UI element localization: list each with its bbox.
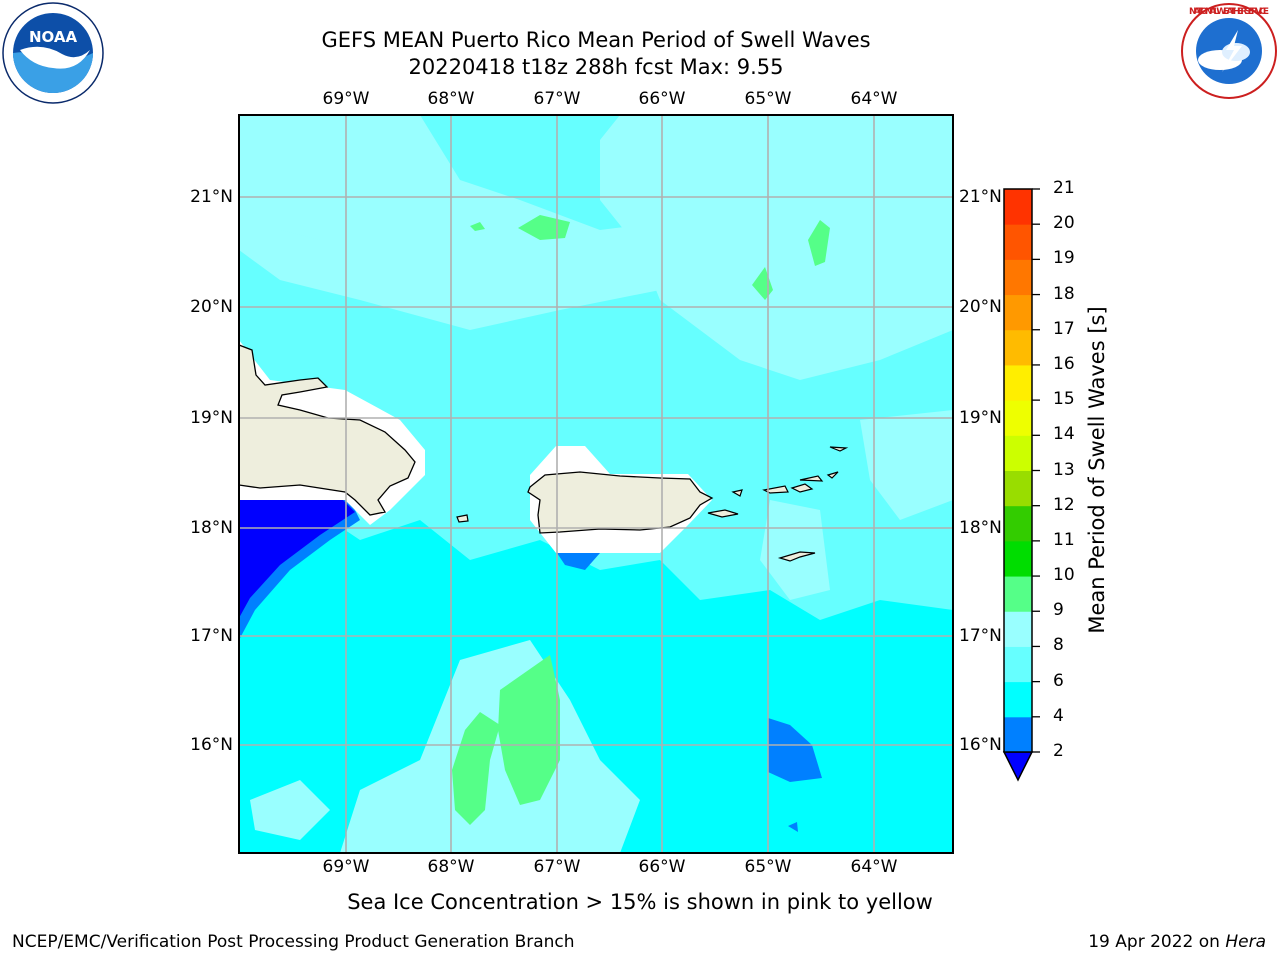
sea-ice-note: Sea Ice Concentration > 15% is shown in … (347, 890, 933, 914)
chart-subtitle: 20220418 t18z 288h fcst Max: 9.55 (408, 55, 784, 79)
footer-date-text: 19 Apr 2022 on (1088, 932, 1226, 952)
lat-label-left: 19°N (190, 408, 233, 428)
colorbar-tick-label: 2 (1053, 741, 1064, 761)
contour-band-8-9 (280, 160, 350, 240)
colorbar-segment (1004, 505, 1032, 542)
colorbar-segment (1004, 576, 1032, 612)
colorbar-tick-label: 9 (1053, 600, 1064, 621)
colorbar-segment (1004, 646, 1032, 683)
lon-label-bottom: 67°W (533, 857, 581, 877)
land-st-croix (777, 551, 816, 562)
colorbar-tick-label: 4 (1053, 705, 1064, 726)
colorbar-tick-label: 12 (1053, 494, 1075, 515)
lon-label-top: 65°W (744, 89, 792, 109)
colorbar-label: Mean Period of Swell Waves [s] (1085, 306, 1109, 634)
colorbar-extend-triangle (1002, 751, 1034, 782)
nws-logo: NATIONAL WEATHER SERVICE (1181, 3, 1277, 99)
map-frame (238, 114, 954, 854)
colorbar-tick-label: 11 (1053, 529, 1075, 550)
lat-label-right: 17°N (959, 626, 1002, 646)
footer-credit: NCEP/EMC/Verification Post Processing Pr… (12, 932, 575, 952)
lat-label-left: 21°N (190, 187, 233, 207)
land-hispaniola (239, 344, 416, 516)
contour-band-2-4 (768, 718, 822, 782)
colorbar-segment (1004, 329, 1032, 366)
colorbar-segment (1004, 364, 1032, 401)
contour-band-8-9 (760, 500, 830, 600)
contour-band-9-10 (498, 655, 560, 805)
colorbar-tick-label: 16 (1053, 353, 1075, 374)
colorbar-tick-label: 17 (1053, 318, 1075, 339)
lon-label-top: 69°W (322, 89, 370, 109)
colorbar-tick-label: 10 (1053, 565, 1075, 586)
lon-label-top: 68°W (427, 89, 475, 109)
colorbar-tick-label: 13 (1053, 459, 1075, 480)
colorbar-segment (1004, 470, 1032, 507)
lat-label-left: 20°N (190, 297, 233, 317)
colorbar-segment (1004, 681, 1032, 718)
lon-label-bottom: 66°W (638, 857, 686, 877)
lon-label-top: 66°W (638, 89, 686, 109)
contour-band-8-9 (250, 780, 330, 840)
contour-band-2-4 (788, 822, 798, 832)
contour-band-8-9 (600, 115, 953, 380)
graticule (239, 115, 953, 853)
colorbar-tick-label: 18 (1053, 283, 1075, 304)
colorbar-segment (1004, 400, 1032, 436)
colorbar-segment (1004, 435, 1032, 471)
lat-label-right: 21°N (959, 187, 1002, 207)
footer-host: Hera (1225, 932, 1266, 952)
lat-label-right: 16°N (959, 735, 1002, 755)
lat-label-left: 18°N (190, 518, 233, 538)
colorbar-segment (1004, 294, 1032, 331)
colorbar-tick-label: 8 (1053, 635, 1064, 656)
nws-logo-text: NATIONAL WEATHER SERVICE (1189, 7, 1269, 17)
lon-label-top: 64°W (850, 89, 898, 109)
lon-label-bottom: 64°W (850, 857, 898, 877)
island-small (456, 514, 469, 523)
colorbar-segment (1004, 540, 1032, 577)
footer-date: 19 Apr 2022 on Hera (1088, 932, 1266, 952)
lat-label-right: 18°N (959, 518, 1002, 538)
lon-label-bottom: 68°W (427, 857, 475, 877)
colorbar-tick-label: 15 (1053, 389, 1075, 410)
colorbar-segment (1004, 259, 1032, 296)
lon-label-top: 67°W (533, 89, 581, 109)
land-virgin-islands (707, 446, 849, 518)
lon-label-bottom: 69°W (322, 857, 370, 877)
chart-title: GEFS MEAN Puerto Rico Mean Period of Swe… (321, 28, 871, 52)
lat-label-right: 20°N (959, 297, 1002, 317)
contour-band-9-10 (808, 220, 830, 266)
contour-band-4-6 (870, 690, 953, 810)
contour-band-9-10 (470, 222, 485, 231)
colorbar-segment (1004, 189, 1032, 225)
colorbar-segment (1004, 716, 1032, 753)
contour-band-2-4 (555, 550, 600, 570)
lat-label-left: 17°N (190, 626, 233, 646)
noaa-logo-text: NOAA (29, 28, 78, 46)
contour-band-8-9 (860, 410, 953, 520)
contour-band-below-2 (239, 500, 355, 618)
lon-label-bottom: 65°W (744, 857, 792, 877)
lat-label-left: 16°N (190, 735, 233, 755)
colorbar-tick-label: 19 (1053, 248, 1075, 269)
contour-band-9-10 (452, 712, 500, 825)
land-puerto-rico (527, 471, 714, 534)
colorbar-tick-label: 20 (1053, 213, 1075, 234)
colorbar-segment (1004, 611, 1032, 647)
colorbar-tick-label: 6 (1053, 670, 1064, 691)
lat-label-right: 19°N (959, 408, 1002, 428)
noaa-logo: NOAA (2, 2, 104, 104)
colorbar-tick-label: 21 (1053, 178, 1075, 198)
colorbar-segment (1004, 224, 1032, 260)
colorbar-tick-label: 14 (1053, 424, 1075, 445)
